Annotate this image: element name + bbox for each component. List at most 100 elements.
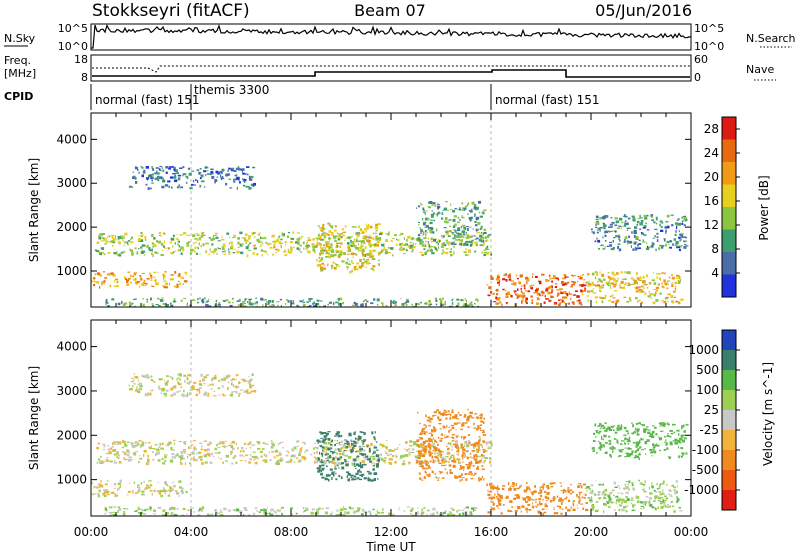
echo-cell xyxy=(170,186,173,189)
echo-cell xyxy=(323,447,326,451)
echo-cell xyxy=(162,232,166,235)
echo-cell xyxy=(662,422,665,425)
echo-cell xyxy=(325,465,328,468)
echo-cell xyxy=(466,456,469,459)
echo-cell xyxy=(130,377,134,379)
echo-cell xyxy=(613,481,617,485)
echo-cell xyxy=(320,470,322,472)
echo-cell xyxy=(176,379,178,381)
echo-cell xyxy=(377,252,381,254)
echo-cell xyxy=(461,423,464,426)
echo-cell xyxy=(367,253,371,256)
echo-cell xyxy=(144,305,146,307)
cpid-segment-1: normal (fast) 151 xyxy=(95,93,199,107)
echo-cell xyxy=(469,218,473,221)
echo-cell xyxy=(200,235,204,238)
echo-cell xyxy=(166,379,169,382)
echo-region xyxy=(591,214,689,252)
echo-cell xyxy=(229,246,233,250)
echo-cell xyxy=(322,233,325,236)
echo-cell xyxy=(202,378,206,382)
echo-cell xyxy=(173,298,176,301)
echo-cell xyxy=(138,488,141,490)
echo-cell xyxy=(455,305,459,307)
echo-cell xyxy=(598,483,602,486)
echo-cell xyxy=(614,230,617,233)
echo-cell xyxy=(146,300,149,303)
echo-cell xyxy=(525,507,529,511)
echo-cell xyxy=(657,506,659,509)
echo-cell xyxy=(602,274,604,277)
echo-cell xyxy=(141,249,144,252)
echo-cell xyxy=(434,455,438,459)
echo-cell xyxy=(201,299,204,302)
echo-cell xyxy=(131,490,134,492)
echo-cell xyxy=(547,487,550,490)
echo-cell xyxy=(276,460,279,463)
echo-cell xyxy=(582,273,584,276)
echo-cell xyxy=(143,254,146,256)
echo-cell xyxy=(359,436,362,439)
echo-cell xyxy=(237,447,239,450)
echo-cell xyxy=(233,170,237,172)
echo-cell xyxy=(133,452,137,456)
echo-cell xyxy=(431,429,434,433)
echo-cell xyxy=(655,216,658,218)
echo-cell xyxy=(328,254,331,256)
echo-cell xyxy=(441,303,445,306)
echo-cell xyxy=(430,248,433,251)
echo-cell xyxy=(138,248,140,250)
echo-cell xyxy=(169,241,173,244)
echo-cell xyxy=(642,275,645,279)
echo-cell xyxy=(335,468,337,470)
echo-cell xyxy=(298,236,301,239)
echo-cell xyxy=(348,477,350,479)
echo-cell xyxy=(465,506,469,509)
echo-cell xyxy=(279,459,282,462)
echo-cell xyxy=(585,502,588,504)
echo-cell xyxy=(418,436,421,439)
echo-cell xyxy=(526,486,530,490)
y-tick-label: 1000 xyxy=(56,473,87,487)
echo-cell xyxy=(153,509,156,512)
echo-cell xyxy=(438,298,442,301)
echo-cell xyxy=(364,477,367,480)
echo-cell xyxy=(126,283,130,286)
echo-cell xyxy=(625,491,628,494)
echo-cell xyxy=(319,460,321,463)
echo-cell xyxy=(352,304,356,306)
echo-cell xyxy=(128,490,131,493)
echo-cell xyxy=(348,244,351,247)
echo-cell xyxy=(672,243,674,246)
echo-cell xyxy=(120,252,124,254)
echo-cell xyxy=(432,461,435,464)
echo-cell xyxy=(420,513,424,516)
velocity-data xyxy=(91,320,689,516)
echo-cell xyxy=(641,291,645,293)
echo-cell xyxy=(321,476,325,479)
echo-cell xyxy=(563,301,565,304)
echo-cell xyxy=(178,441,182,443)
echo-cell xyxy=(251,384,255,387)
echo-cell xyxy=(595,226,598,229)
echo-cell xyxy=(620,425,623,428)
echo-cell xyxy=(185,181,188,184)
echo-cell xyxy=(476,449,480,451)
echo-cell xyxy=(446,471,448,475)
echo-cell xyxy=(579,492,581,496)
echo-cell xyxy=(150,379,153,381)
echo-cell xyxy=(637,217,640,220)
echo-cell xyxy=(105,300,108,303)
echo-cell xyxy=(177,240,181,243)
echo-cell xyxy=(636,431,639,434)
echo-cell xyxy=(647,296,650,298)
echo-cell xyxy=(339,452,342,456)
echo-cell xyxy=(224,445,227,448)
echo-cell xyxy=(238,394,240,397)
echo-cell xyxy=(537,292,540,296)
echo-cell xyxy=(654,507,656,510)
echo-cell xyxy=(200,458,202,461)
echo-cell xyxy=(403,253,406,255)
echo-cell xyxy=(620,444,623,446)
echo-cell xyxy=(204,167,209,169)
